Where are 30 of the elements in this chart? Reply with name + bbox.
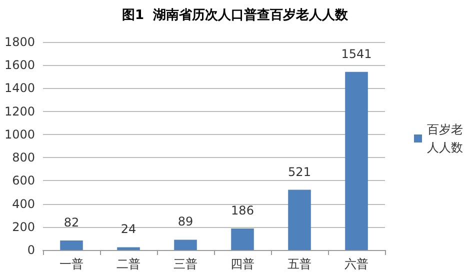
x-tick-label: 五普 [288,257,312,271]
data-label: 521 [288,164,311,179]
bar [117,247,140,250]
bar [174,240,197,250]
data-label: 89 [178,214,194,229]
x-tick-label: 二普 [116,257,140,271]
data-label: 186 [231,204,254,218]
data-label: 24 [120,222,136,236]
legend-label: 百岁老人人数 [427,122,463,154]
bar [231,228,254,250]
y-tick-label: 1000 [4,127,35,142]
x-tick-label: 六普 [344,257,368,271]
chart-title: 图1 湖南省历次人口普查百岁老人人数 [122,7,350,23]
bar [60,240,83,250]
y-tick-label: 0 [27,243,35,257]
x-tick-label: 四普 [230,257,254,271]
data-label: 1541 [341,46,372,61]
x-tick-label: 三普 [174,257,198,271]
y-tick-label: 1400 [4,81,35,96]
y-tick-label: 600 [12,174,35,188]
y-tick-label: 1600 [4,58,35,72]
x-tick-label: 一普 [60,257,84,271]
bar [345,72,368,250]
y-tick-label: 1200 [4,104,35,118]
y-tick-label: 1800 [4,35,35,49]
bar [288,190,311,250]
y-tick-label: 200 [12,220,35,234]
data-label: 82 [64,216,80,230]
y-tick-label: 400 [12,196,35,211]
y-tick-label: 800 [12,150,35,165]
